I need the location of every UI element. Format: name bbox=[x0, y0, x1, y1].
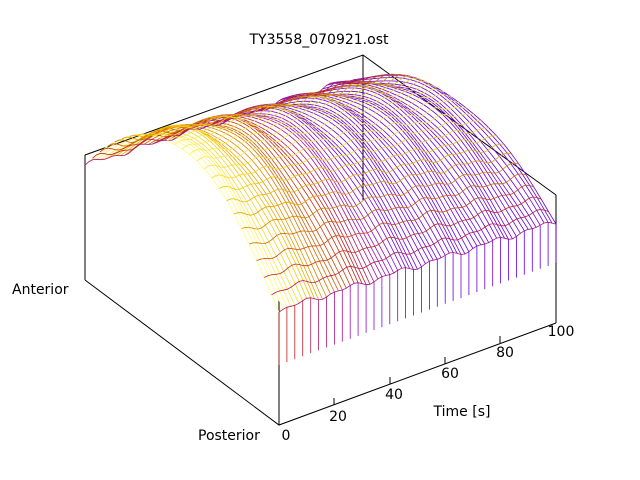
mesh-line-position bbox=[166, 88, 445, 142]
posterior-label: Posterior bbox=[198, 428, 260, 444]
chart-title: TY3558_070921.ost bbox=[249, 32, 389, 48]
mesh-line-position bbox=[256, 184, 534, 261]
mesh-line-position bbox=[174, 94, 452, 145]
mesh-line-position bbox=[219, 135, 497, 190]
x-axis-label: Time [s] bbox=[433, 404, 491, 420]
x-axis-ticks: 0 20 40 60 80 100 bbox=[278, 316, 575, 444]
mesh-line-position bbox=[92, 76, 370, 159]
mesh-line-position bbox=[263, 196, 542, 278]
mesh-line-time bbox=[350, 77, 545, 224]
mesh-line-time bbox=[96, 133, 292, 307]
x-tick-60: 60 bbox=[441, 366, 459, 382]
mesh-line-position bbox=[189, 106, 467, 155]
mesh-line-time bbox=[120, 125, 315, 299]
mesh-line-position bbox=[241, 162, 519, 230]
x-tick-40: 40 bbox=[385, 387, 403, 403]
surface-mesh bbox=[84, 73, 557, 365]
mesh-line-time bbox=[207, 107, 403, 269]
x-tick-100: 100 bbox=[548, 324, 575, 340]
mesh-line-time bbox=[140, 123, 335, 293]
mesh-line-position bbox=[204, 120, 482, 170]
mesh-line-position bbox=[249, 173, 527, 245]
mesh-line-position bbox=[159, 84, 437, 139]
mesh-line-position bbox=[196, 113, 474, 162]
mesh-line-position bbox=[211, 127, 489, 179]
mesh-line-position bbox=[181, 100, 460, 150]
mesh-line-position bbox=[226, 143, 504, 203]
mesh-line-position bbox=[152, 80, 430, 137]
mesh-line-position bbox=[234, 152, 512, 216]
mesh-line-position bbox=[278, 221, 557, 313]
anterior-label: Anterior bbox=[12, 282, 69, 298]
x-tick-20: 20 bbox=[329, 409, 347, 425]
x-tick-80: 80 bbox=[496, 345, 514, 361]
mesh-line-position bbox=[271, 208, 549, 296]
x-tick-0: 0 bbox=[282, 428, 291, 444]
